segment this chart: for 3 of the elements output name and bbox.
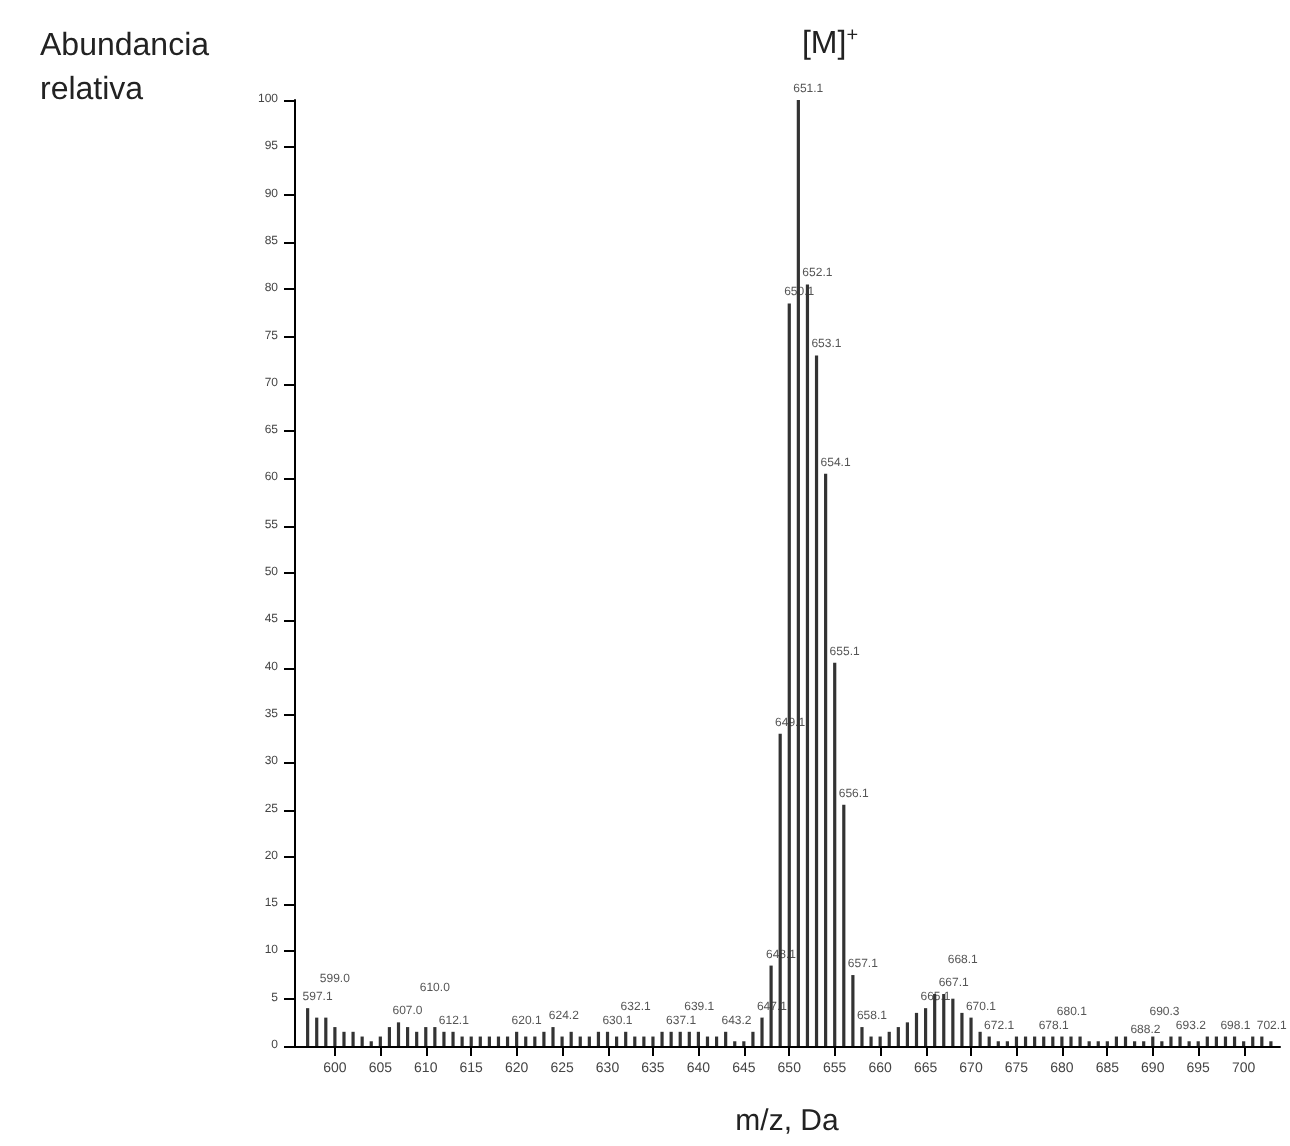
- x-axis-title: m/z, Da: [735, 1104, 840, 1138]
- chart-title: [M]+: [801, 25, 859, 61]
- y-axis-title: Abundancia relativa: [40, 29, 218, 107]
